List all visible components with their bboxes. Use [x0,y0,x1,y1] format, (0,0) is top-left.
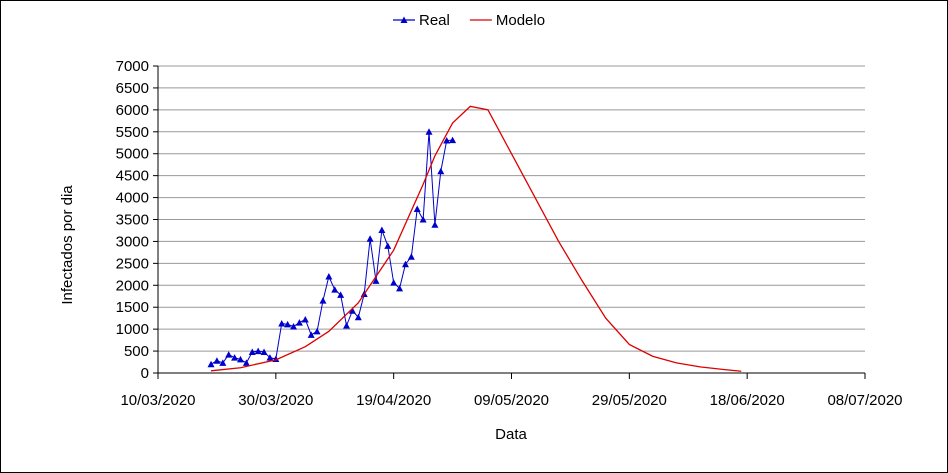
y-tick-label: 3000 [116,233,149,250]
x-tick-label: 18/06/2020 [710,392,785,409]
point-marker [407,253,415,260]
x-tick-label: 30/03/2020 [238,392,313,409]
point-marker [319,297,327,304]
point-marker [443,137,451,144]
point-marker [290,323,298,330]
y-tick-label: 6500 [116,80,149,97]
point-marker [260,348,268,355]
point-marker [431,221,439,228]
point-marker [372,277,380,284]
y-tick-label: 500 [124,343,149,360]
point-marker [231,354,239,361]
point-marker [449,136,457,144]
point-marker [219,359,227,366]
point-marker [419,216,427,223]
legend-marker [400,16,408,23]
y-axis-label: Infectados por dia [59,185,76,305]
point-marker [236,355,244,363]
point-marker [278,319,286,327]
point-marker [301,315,309,323]
legend-label: Modelo [496,12,545,29]
y-tick-label: 3500 [116,211,149,228]
y-tick-label: 2500 [116,255,149,272]
x-tick-label: 09/05/2020 [474,392,549,409]
y-tick-label: 5500 [116,124,149,141]
x-tick-label: 08/07/2020 [827,392,902,409]
point-marker [307,331,315,338]
y-tick-label: 0 [141,365,149,382]
series-line [210,105,742,372]
x-axis-label: Data [495,426,527,443]
y-tick-label: 7000 [116,58,149,75]
y-tick-label: 2000 [116,277,149,294]
point-marker [248,348,256,355]
y-tick-label: 6000 [116,102,149,119]
point-marker [425,128,433,135]
point-marker [266,354,274,361]
point-marker [390,279,398,286]
point-marker [284,320,292,328]
point-marker [401,260,409,268]
point-marker [354,313,362,321]
point-marker [254,347,262,355]
x-tick-label: 19/04/2020 [356,392,431,409]
y-tick-label: 4500 [116,168,149,185]
y-tick-label: 5000 [116,146,149,163]
y-tick-label: 1000 [116,321,149,338]
point-marker [348,307,356,314]
point-marker [437,167,445,175]
point-marker [225,351,233,358]
point-marker [313,327,321,335]
x-tick-label: 29/05/2020 [592,392,667,409]
y-tick-label: 1500 [116,299,149,316]
y-tick-label: 4000 [116,190,149,207]
legend-label: Real [419,12,450,29]
point-marker [343,322,351,329]
point-marker [295,319,303,326]
point-marker [366,235,374,242]
point-marker [337,291,345,298]
point-marker [413,205,421,212]
point-marker [378,226,386,234]
x-tick-label: 10/03/2020 [120,392,195,409]
point-marker [396,284,404,292]
point-marker [384,242,392,249]
point-marker [213,357,221,364]
point-marker [207,360,215,368]
point-marker [325,273,333,280]
point-marker [242,359,250,366]
point-marker [331,286,339,293]
